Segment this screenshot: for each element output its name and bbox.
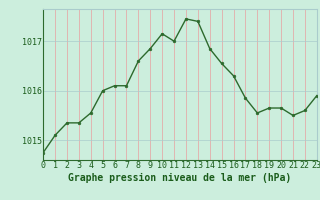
X-axis label: Graphe pression niveau de la mer (hPa): Graphe pression niveau de la mer (hPa) [68, 173, 292, 183]
